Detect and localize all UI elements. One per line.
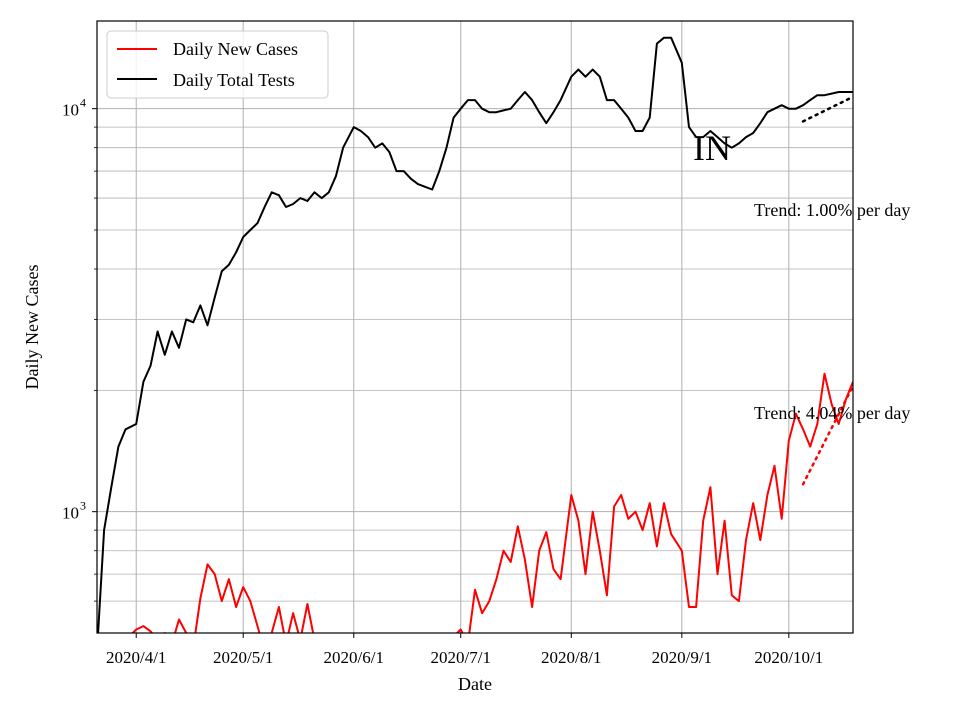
trend-line-2 xyxy=(801,95,853,123)
grid-major xyxy=(97,21,853,633)
y-tick-label: 10 xyxy=(62,504,79,523)
series-line-1 xyxy=(97,36,853,633)
x-tick-label: 2020/6/1 xyxy=(324,648,384,667)
legend-box xyxy=(106,30,329,99)
y-axis-label: Daily New Cases xyxy=(22,265,42,390)
series-layer xyxy=(97,36,853,633)
x-tick-label: 2020/8/1 xyxy=(541,648,601,667)
trend-annotation-cases: Trend: 4.04% per day xyxy=(754,403,910,423)
x-tick-label: 2020/9/1 xyxy=(652,648,712,667)
plot-background xyxy=(97,21,853,633)
legend: Daily New Cases Daily Total Tests xyxy=(106,30,329,99)
x-tick-label: 2020/5/1 xyxy=(213,648,273,667)
grid-minor xyxy=(97,126,853,602)
x-axis-ticks: 2020/4/1 2020/5/1 2020/6/1 2020/7/1 2020/8/1… xyxy=(106,633,823,667)
region-label: IN xyxy=(693,128,731,168)
trend-line-3 xyxy=(801,384,853,486)
y-tick-label-exponent: 4 xyxy=(80,96,86,110)
x-tick-label: 2020/7/1 xyxy=(431,648,491,667)
legend-label-cases: Daily New Cases xyxy=(173,39,298,59)
y-tick-label: 10 xyxy=(62,101,79,120)
x-tick-label: 2020/4/1 xyxy=(106,648,166,667)
legend-label-tests: Daily Total Tests xyxy=(173,70,295,90)
x-tick-label: 2020/10/1 xyxy=(754,648,823,667)
y-tick-label-exponent: 3 xyxy=(80,499,86,513)
plot-frame xyxy=(96,20,854,634)
series-line-0 xyxy=(131,372,853,633)
x-axis-label: Date xyxy=(458,674,492,694)
trend-annotation-tests: Trend: 1.00% per day xyxy=(754,200,910,220)
